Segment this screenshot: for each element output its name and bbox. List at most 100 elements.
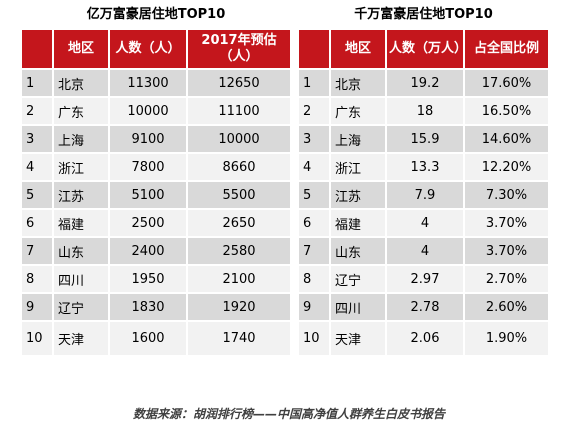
left-cell-rank: 8 [22,266,52,292]
right-cell-share: 1.90% [465,322,548,355]
left-cell-rank: 6 [22,210,52,236]
right-table-row: 4 浙江 13.3 12.20% [299,154,548,180]
right-cell-region: 北京 [331,70,385,96]
right-cell-share: 7.30% [465,182,548,208]
right-table: 地区 人数（万人） 占全国比例 1 北京 19.2 17.60% 2 广东 18 16.50%… [297,28,550,357]
left-cell-region: 浙江 [54,154,108,180]
left-table-row: 6 福建 2500 2650 [22,210,290,236]
left-cell-estimate: 1740 [188,322,290,355]
right-cell-share: 17.60% [465,70,548,96]
right-cell-share: 16.50% [465,98,548,124]
right-cell-rank: 4 [299,154,329,180]
left-table-title: 亿万富豪居住地TOP10 [86,7,226,22]
right-header-count: 人数（万人） [387,30,467,68]
left-cell-count: 10000 [110,98,186,124]
left-cell-count: 9100 [110,126,186,152]
right-cell-count: 2.06 [387,322,463,355]
right-cell-rank: 5 [299,182,329,208]
left-cell-rank: 3 [22,126,52,152]
left-cell-estimate: 8660 [188,154,290,180]
right-cell-count: 4 [387,210,463,236]
left-cell-rank: 10 [22,322,52,355]
right-cell-region: 山东 [331,238,385,264]
left-cell-estimate: 2650 [188,210,290,236]
right-cell-count: 18 [387,98,463,124]
left-cell-estimate: 1920 [188,294,290,320]
left-table-row: 7 山东 2400 2580 [22,238,290,264]
right-cell-region: 广东 [331,98,385,124]
left-cell-count: 1950 [110,266,186,292]
right-cell-region: 辽宁 [331,266,385,292]
right-table-row: 2 广东 18 16.50% [299,98,548,124]
right-table-row: 9 四川 2.78 2.60% [299,294,548,320]
right-cell-region: 上海 [331,126,385,152]
right-header-row: 地区 人数（万人） 占全国比例 [299,30,548,68]
left-cell-count: 11300 [110,70,186,96]
left-cell-region: 上海 [54,126,108,152]
left-cell-region: 江苏 [54,182,108,208]
left-cell-region: 北京 [54,70,108,96]
left-cell-count: 1830 [110,294,186,320]
left-cell-estimate: 11100 [188,98,290,124]
left-cell-rank: 2 [22,98,52,124]
left-table-row: 5 江苏 5100 5500 [22,182,290,208]
right-table-title: 千万富豪居住地TOP10 [354,7,493,22]
right-header-region: 地区 [331,30,385,68]
left-header-rank [22,30,52,68]
left-cell-count: 7800 [110,154,186,180]
right-cell-rank: 8 [299,266,329,292]
right-cell-count: 13.3 [387,154,463,180]
left-cell-count: 2400 [110,238,186,264]
right-cell-share: 12.20% [465,154,548,180]
right-cell-region: 福建 [331,210,385,236]
left-cell-estimate: 10000 [188,126,290,152]
right-cell-rank: 9 [299,294,329,320]
right-cell-rank: 7 [299,238,329,264]
left-cell-estimate: 5500 [188,182,290,208]
left-header-estimate: 2017年预估（人） [188,30,290,68]
right-cell-share: 3.70% [465,238,548,264]
right-cell-rank: 1 [299,70,329,96]
left-table-row: 2 广东 10000 11100 [22,98,290,124]
right-table-row: 10 天津 2.06 1.90% [299,322,548,355]
right-cell-region: 浙江 [331,154,385,180]
right-cell-count: 2.97 [387,266,463,292]
left-cell-count: 1600 [110,322,186,355]
right-cell-region: 天津 [331,322,385,355]
right-cell-rank: 2 [299,98,329,124]
left-header-region: 地区 [54,30,108,68]
right-header-share: 占全国比例 [465,30,548,68]
right-table-row: 3 上海 15.9 14.60% [299,126,548,152]
left-cell-count: 2500 [110,210,186,236]
left-cell-rank: 4 [22,154,52,180]
right-cell-rank: 6 [299,210,329,236]
left-table-row: 4 浙江 7800 8660 [22,154,290,180]
left-cell-rank: 7 [22,238,52,264]
left-cell-region: 四川 [54,266,108,292]
right-cell-share: 2.60% [465,294,548,320]
right-table-row: 1 北京 19.2 17.60% [299,70,548,96]
left-table-row: 10 天津 1600 1740 [22,322,290,355]
right-table-row: 5 江苏 7.9 7.30% [299,182,548,208]
left-header-count: 人数（人） [110,30,186,68]
right-cell-rank: 10 [299,322,329,355]
right-table-row: 6 福建 4 3.70% [299,210,548,236]
right-cell-region: 四川 [331,294,385,320]
right-cell-count: 15.9 [387,126,463,152]
right-cell-rank: 3 [299,126,329,152]
left-cell-estimate: 2100 [188,266,290,292]
left-cell-region: 广东 [54,98,108,124]
left-cell-rank: 9 [22,294,52,320]
left-header-row: 地区 人数（人） 2017年预估（人） [22,30,290,68]
left-cell-region: 山东 [54,238,108,264]
left-cell-region: 天津 [54,322,108,355]
right-header-rank [299,30,329,68]
right-cell-count: 2.78 [387,294,463,320]
right-cell-count: 4 [387,238,463,264]
right-table-row: 8 辽宁 2.97 2.70% [299,266,548,292]
left-table-row: 3 上海 9100 10000 [22,126,290,152]
left-panel: 亿万富豪居住地TOP10 地区 人数（人） 2017年预估（人） 1 北京 1130… [20,0,292,357]
right-panel: 千万富豪居住地TOP10 地区 人数（万人） 占全国比例 1 北京 19.2 17.6… [297,0,550,357]
right-cell-region: 江苏 [331,182,385,208]
left-cell-region: 福建 [54,210,108,236]
